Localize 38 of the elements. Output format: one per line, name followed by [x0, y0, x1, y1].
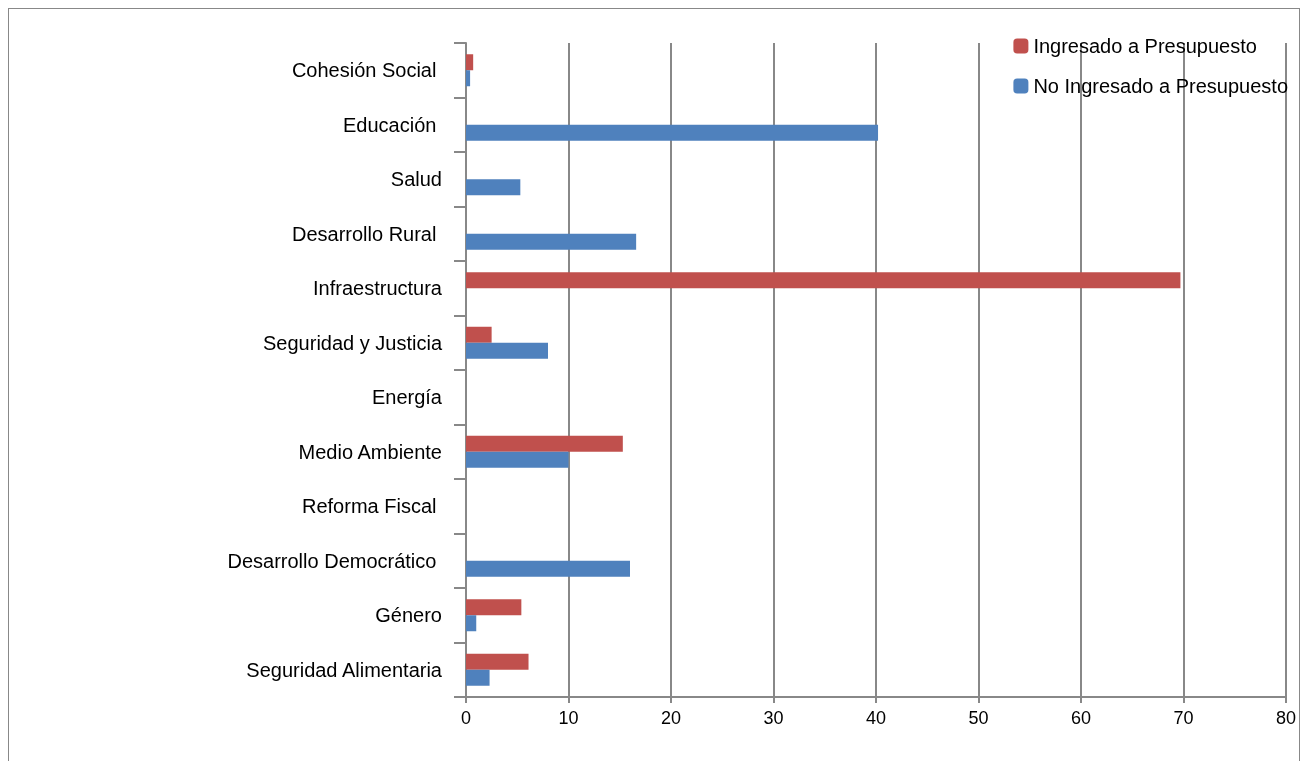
- bar: [466, 599, 522, 616]
- y-tick-label: Seguridad Alimentaria: [246, 658, 443, 681]
- legend-label: Ingresado a Presupuesto: [1033, 35, 1257, 57]
- y-tick-label: Infraestructura: [313, 277, 443, 300]
- bar: [466, 669, 490, 686]
- x-tick-label: 80: [1275, 708, 1296, 728]
- bar: [466, 342, 548, 359]
- bar: [466, 272, 1181, 289]
- bar: [466, 326, 492, 343]
- x-tick-label: 20: [660, 708, 682, 728]
- legend-label: No Ingresado a Presupuesto: [1033, 75, 1288, 97]
- x-tick-label: 60: [1070, 708, 1092, 728]
- bar: [466, 179, 521, 196]
- x-tick-label: 0: [460, 708, 472, 728]
- x-tick-label: 50: [968, 708, 989, 728]
- bar: [466, 70, 471, 87]
- x-tick-label: 40: [865, 708, 887, 728]
- y-tick-label: Energía: [371, 386, 443, 409]
- y-tick-label: Medio Ambiente: [298, 440, 442, 463]
- y-tick-label: Desarrollo Democrático: [227, 549, 442, 572]
- x-tick-label: 30: [763, 708, 784, 728]
- bar: [466, 653, 529, 670]
- y-tick-label: Género: [375, 604, 442, 627]
- bar: [466, 560, 630, 577]
- y-tick-label: Desarrollo Rural: [291, 222, 442, 245]
- y-tick-label: Reforma Fiscal: [301, 495, 442, 518]
- y-tick-label: Seguridad y Justicia: [263, 331, 443, 354]
- x-tick-label: 70: [1173, 708, 1194, 728]
- y-tick-label: Salud: [390, 168, 442, 191]
- bar: [466, 615, 477, 632]
- bar: [466, 54, 474, 71]
- y-tick-label: Cohesión Social: [291, 59, 442, 82]
- bar: [466, 435, 623, 452]
- bar: [466, 233, 637, 250]
- bar: [466, 124, 879, 141]
- x-tick-label: 10: [558, 708, 579, 728]
- bar: [466, 451, 569, 468]
- y-tick-label: Educación: [343, 113, 442, 136]
